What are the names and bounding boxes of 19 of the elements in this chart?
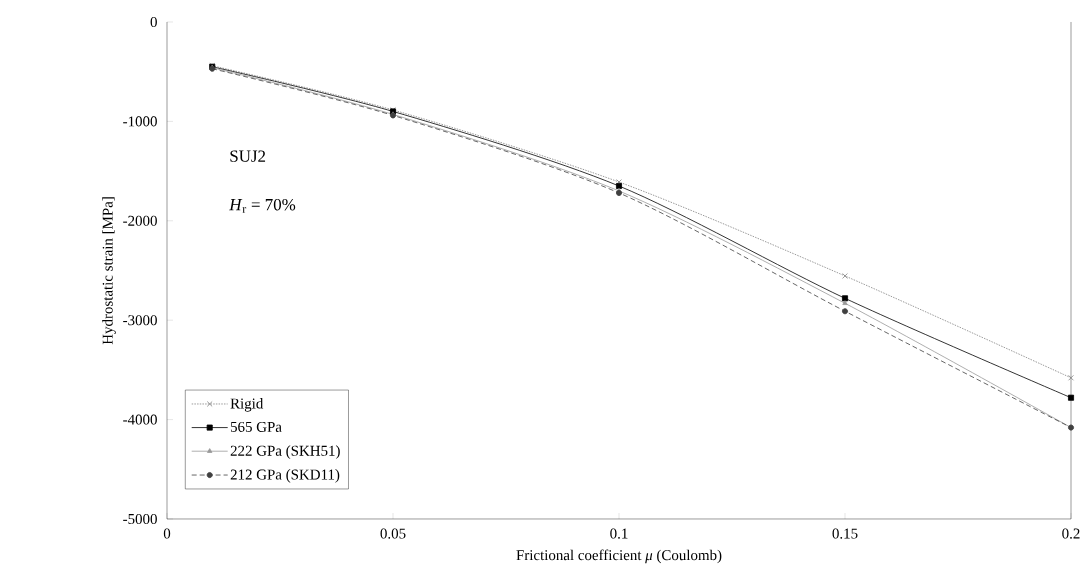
legend-label: 565 GPa xyxy=(230,421,282,432)
annotation: H$_{r}$ = 70% xyxy=(229,198,296,213)
y-tick-label: -2000 xyxy=(123,215,157,226)
legend-label: 222 GPa (SKH51) xyxy=(230,445,340,459)
annotation: SUJ2 xyxy=(230,150,266,162)
legend-label: Rigid xyxy=(230,398,264,412)
x-tick-label: 0.05 xyxy=(380,528,406,539)
x-tick-label: 0 xyxy=(163,528,171,539)
x-tick-label: 0.2 xyxy=(1062,528,1080,539)
y-tick-label: -3000 xyxy=(123,315,157,326)
y-tick-label: 0 xyxy=(150,16,157,28)
y-tick-label: -5000 xyxy=(123,513,157,525)
y-axis-title: Hydrostatic strain [MPa] xyxy=(102,197,116,345)
x-tick-label: 0.1 xyxy=(610,528,628,539)
y-tick-label: -1000 xyxy=(123,116,157,127)
x-tick-label: 0.15 xyxy=(832,528,858,539)
y-tick-label: -4000 xyxy=(123,414,157,425)
legend-label: 212 GPa (SKD11) xyxy=(230,469,340,483)
x-axis-title: Frictional coefficient μ (Coulomb) xyxy=(516,549,722,564)
